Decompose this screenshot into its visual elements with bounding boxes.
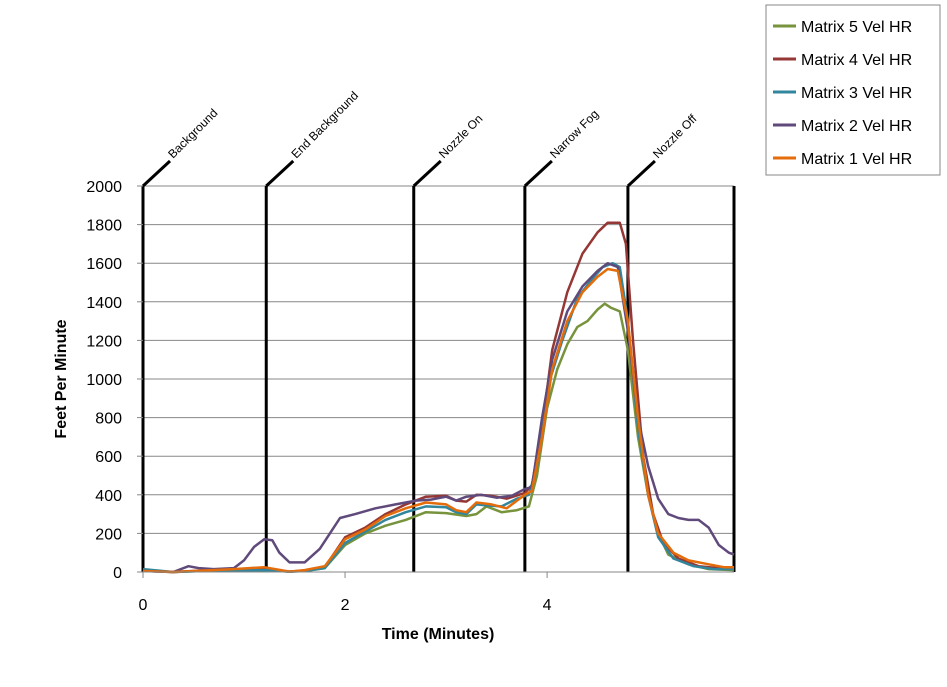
event-label: Nozzle Off bbox=[650, 111, 700, 161]
event-markers: Background End Background Nozzle On Narrow … bbox=[141, 88, 736, 572]
y-tick-label: 1800 bbox=[86, 218, 122, 235]
y-tick-label: 2000 bbox=[86, 179, 122, 196]
y-axis-title: Feet Per Minute bbox=[53, 319, 70, 438]
legend-box bbox=[765, 4, 941, 176]
legend-label: Matrix 4 Vel HR bbox=[801, 52, 912, 69]
x-axis-title: Time (Minutes) bbox=[382, 626, 495, 643]
event-leader bbox=[626, 159, 656, 188]
y-tick-label: 0 bbox=[113, 565, 122, 582]
x-tick-label: 2 bbox=[341, 597, 350, 614]
event-leader bbox=[412, 159, 442, 188]
x-tick-label: 4 bbox=[543, 597, 552, 614]
legend-label: Matrix 5 Vel HR bbox=[801, 19, 912, 36]
series-line bbox=[142, 221, 734, 574]
legend: Matrix 5 Vel HR Matrix 4 Vel HR Matrix 3 V… bbox=[765, 4, 941, 176]
x-tick-labels: 0 2 4 bbox=[139, 597, 552, 614]
event-leader bbox=[141, 159, 172, 188]
y-tick-label: 1400 bbox=[86, 295, 122, 312]
event-leader bbox=[265, 159, 295, 188]
legend-label: Matrix 2 Vel HR bbox=[801, 118, 912, 135]
event-label: Narrow Fog bbox=[547, 107, 601, 161]
x-tick-label: 0 bbox=[139, 597, 148, 614]
legend-label: Matrix 3 Vel HR bbox=[801, 85, 912, 102]
event-leader bbox=[523, 159, 553, 188]
series-line bbox=[142, 261, 735, 574]
event-label: Nozzle On bbox=[436, 112, 486, 162]
y-tick-label: 200 bbox=[95, 526, 122, 543]
event-label: End Background bbox=[288, 88, 361, 161]
y-tick-label: 400 bbox=[95, 488, 122, 505]
y-tick-labels: 0 200 400 600 800 1000 1200 1400 1600 1800 2000 bbox=[86, 179, 122, 582]
y-tick-label: 1000 bbox=[86, 372, 122, 389]
y-tick-label: 1200 bbox=[86, 333, 122, 350]
legend-label: Matrix 1 Vel HR bbox=[801, 151, 912, 168]
y-tick-label: 800 bbox=[95, 411, 122, 428]
series-line bbox=[142, 302, 735, 574]
axes bbox=[137, 185, 734, 578]
series-lines bbox=[142, 221, 735, 574]
gridlines bbox=[143, 185, 734, 573]
event-label: Background bbox=[165, 106, 220, 161]
y-tick-label: 1600 bbox=[86, 256, 122, 273]
series-line bbox=[142, 267, 734, 574]
y-tick-label: 600 bbox=[95, 449, 122, 466]
